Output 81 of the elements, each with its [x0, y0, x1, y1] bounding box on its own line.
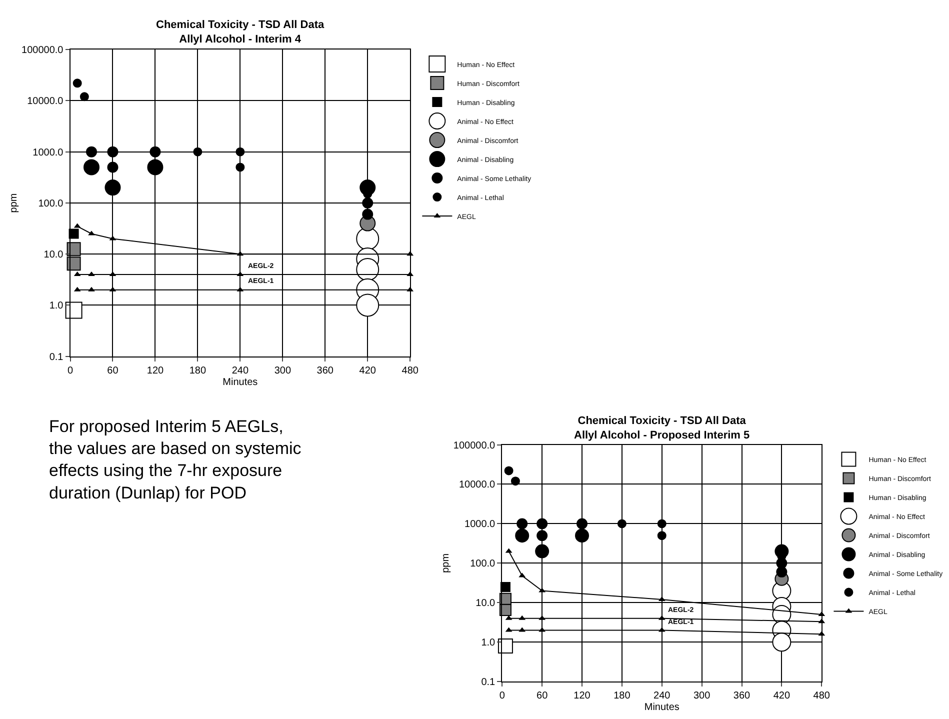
x-tick-label: 0 — [499, 690, 506, 702]
point — [68, 228, 79, 239]
y-tick-label: 100.0 — [470, 558, 496, 570]
point — [356, 258, 380, 281]
point — [515, 528, 530, 543]
point — [86, 146, 97, 158]
x-tick-label: 180 — [189, 365, 206, 376]
x-tick-label: 60 — [107, 365, 119, 376]
point — [776, 566, 788, 578]
y-tick-label: 10000.0 — [458, 480, 496, 491]
point — [536, 530, 548, 542]
x-tick-label: 360 — [733, 690, 751, 702]
point — [510, 476, 520, 486]
y-axis-title: ppm — [8, 193, 20, 213]
x-tick-label: 300 — [693, 690, 711, 702]
y-tick-label: 1.0 — [481, 638, 496, 649]
y-tick-label: 10.0 — [476, 598, 496, 610]
chart-title: Chemical Toxicity - TSD All Data — [578, 415, 747, 427]
point — [193, 147, 202, 156]
point — [657, 519, 666, 528]
point — [362, 208, 374, 220]
y-tick-label: 0.1 — [49, 352, 64, 363]
x-tick-label: 120 — [574, 690, 591, 702]
point — [107, 162, 118, 173]
x-axis-title: Minutes — [222, 376, 258, 388]
y-tick-label: 0.1 — [481, 677, 496, 688]
point — [657, 531, 666, 540]
x-tick-label: 480 — [813, 690, 830, 702]
x-tick-label: 180 — [614, 690, 631, 702]
point — [72, 78, 82, 88]
x-tick-label: 240 — [654, 690, 671, 702]
point — [516, 518, 528, 530]
point — [80, 92, 89, 102]
point — [575, 528, 590, 543]
y-tick-label: 1.0 — [49, 300, 64, 312]
x-tick-label: 360 — [316, 365, 334, 376]
point — [535, 544, 550, 558]
point — [65, 302, 82, 319]
x-tick-label: 60 — [536, 690, 548, 702]
y-tick-label: 10000.0 — [27, 96, 64, 108]
point — [147, 159, 164, 176]
point — [150, 146, 161, 158]
y-tick-label: 1000.0 — [32, 147, 64, 158]
x-tick-label: 240 — [232, 365, 249, 376]
point — [500, 582, 510, 592]
point — [498, 638, 513, 654]
point — [66, 256, 81, 271]
point — [576, 518, 588, 530]
point — [617, 519, 626, 528]
x-tick-label: 300 — [274, 365, 292, 376]
point — [362, 197, 374, 208]
point — [236, 162, 245, 172]
point — [88, 271, 95, 276]
point — [88, 286, 95, 292]
y-tick-label: 100.0 — [38, 198, 64, 210]
x-tick-label: 120 — [146, 365, 164, 376]
x-tick-label: 420 — [773, 690, 790, 702]
point — [499, 604, 512, 616]
point — [236, 147, 245, 156]
chart-title: Chemical Toxicity - TSD All Data — [156, 19, 325, 31]
point — [84, 159, 100, 176]
y-axis-title: ppm — [440, 553, 452, 573]
point — [536, 518, 548, 530]
point — [88, 230, 95, 236]
x-tick-label: 480 — [402, 365, 419, 376]
x-tick-label: 0 — [67, 365, 74, 376]
x-axis-title: Minutes — [644, 702, 680, 714]
y-tick-label: 100000.0 — [453, 440, 496, 452]
chart-subtitle: Allyl Alcohol - Proposed Interim 5 — [574, 429, 750, 442]
point — [107, 146, 118, 158]
point — [504, 466, 514, 476]
y-tick-label: 10.0 — [44, 250, 64, 261]
text: For proposed Interim 5 AEGLs, the values are based on systemic effects using the 7-hr exposure duration (Dunlap) for POD — [49, 417, 302, 502]
y-tick-label: 1000.0 — [464, 519, 496, 530]
point — [104, 180, 121, 196]
point — [772, 632, 792, 652]
y-tick-label: 100000.0 — [22, 45, 64, 56]
x-tick-label: 420 — [359, 365, 376, 376]
chart-subtitle: Allyl Alcohol - Interim 4 — [179, 33, 302, 46]
point — [356, 294, 380, 317]
point — [66, 242, 81, 256]
